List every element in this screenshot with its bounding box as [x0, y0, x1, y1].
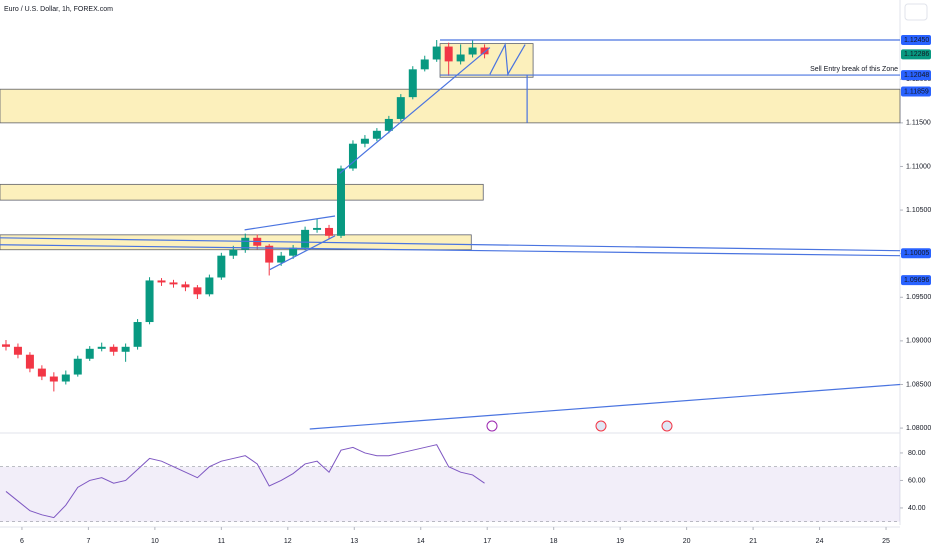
y-tick-label: 1.09500	[906, 294, 931, 301]
x-tick-label: 20	[683, 538, 691, 545]
trend-line	[489, 42, 526, 77]
candle-body	[468, 47, 477, 55]
x-tick-label: 18	[550, 538, 558, 545]
price-label: 1.12286	[904, 51, 929, 58]
settings-button[interactable]	[904, 3, 928, 21]
candle-body	[444, 46, 453, 62]
candle-body	[73, 358, 82, 375]
y-tick-label: 1.08000	[906, 425, 931, 432]
candle-body	[336, 168, 345, 236]
candle-body	[1, 344, 10, 347]
price-label-box	[901, 275, 931, 286]
candle-body	[396, 97, 405, 119]
x-tick-label: 17	[483, 538, 491, 545]
event-icon[interactable]	[486, 420, 498, 432]
x-tick-label: 25	[882, 538, 890, 545]
trend-line	[309, 383, 901, 430]
candle-body	[61, 374, 70, 382]
candle-body	[313, 227, 322, 230]
candle-body	[97, 346, 106, 349]
candle-body	[181, 284, 190, 288]
candle-body	[145, 280, 154, 323]
x-tick-label: 13	[350, 538, 358, 545]
price-label: 1.10005	[904, 250, 929, 257]
rsi-y-tick-label: 80.00	[908, 450, 926, 457]
rsi-y-tick-label: 40.00	[908, 505, 926, 512]
candle-body	[289, 247, 298, 256]
rsi-line	[5, 444, 485, 519]
candle-body	[193, 287, 202, 295]
trend-line	[0, 244, 901, 257]
price-label-box	[901, 70, 931, 81]
zone	[0, 88, 901, 124]
candle-body	[420, 59, 429, 70]
price-label: 1.11859	[904, 88, 929, 95]
candle-body	[205, 277, 214, 295]
x-tick-label: 7	[86, 538, 90, 545]
trend-line	[339, 47, 491, 174]
candle-body	[13, 346, 22, 355]
y-tick-label: 1.09000	[906, 338, 931, 345]
x-tick-label: 12	[284, 538, 292, 545]
candle-body	[229, 249, 238, 256]
y-tick-label: 1.11000	[906, 163, 931, 170]
candle-body	[25, 354, 34, 369]
trend-line	[244, 215, 336, 231]
candle-body	[456, 54, 465, 62]
candle-body	[372, 130, 381, 139]
price-label-box	[901, 248, 931, 259]
y-tick-label: 1.10500	[906, 207, 931, 214]
x-tick-label: 24	[816, 538, 824, 545]
candle-body	[265, 245, 274, 263]
candle-body	[157, 280, 166, 283]
candle-body	[408, 69, 417, 98]
x-tick-label: 6	[20, 538, 24, 545]
candle-body	[169, 282, 178, 285]
candle-body	[49, 376, 58, 382]
candle-body	[37, 368, 46, 377]
event-icon[interactable]	[595, 420, 607, 432]
x-tick-label: 10	[151, 538, 159, 545]
candle-body	[301, 229, 310, 248]
candle-body	[480, 47, 489, 55]
candle-body	[109, 346, 118, 352]
rsi-y-tick-label: 60.00	[908, 477, 926, 484]
candle-body	[432, 46, 441, 60]
rsi-band	[0, 466, 900, 522]
event-icon[interactable]	[661, 420, 673, 432]
candle-body	[241, 237, 250, 250]
candle-body	[133, 322, 142, 347]
price-label: 1.09696	[904, 277, 929, 284]
zone	[0, 183, 484, 201]
price-label-box	[901, 86, 931, 97]
x-tick-label: 21	[749, 538, 757, 545]
candle-body	[325, 227, 334, 236]
x-tick-label: 14	[417, 538, 425, 545]
x-tick-label: 19	[616, 538, 624, 545]
price-label-box	[901, 49, 931, 60]
candle-body	[384, 118, 393, 131]
trend-line	[0, 237, 901, 252]
candle-body	[277, 255, 286, 263]
trend-line	[269, 235, 336, 271]
y-tick-label: 1.11500	[906, 120, 931, 127]
price-label: 1.12048	[904, 72, 929, 79]
x-tick-label: 11	[218, 538, 225, 545]
candle-body	[348, 143, 357, 169]
chart-title: Euro / U.S. Dollar, 1h, FOREX.com	[4, 6, 113, 13]
candle-body	[85, 348, 94, 359]
annotation: Sell Entry break of this Zone	[810, 66, 898, 73]
y-tick-label: 1.08500	[906, 381, 931, 388]
price-label-box	[901, 35, 931, 46]
candle-body	[121, 346, 130, 352]
candle-body	[217, 255, 226, 278]
price-label: 1.12450	[904, 37, 929, 44]
event-icons	[486, 420, 673, 432]
candle-body	[360, 138, 369, 144]
